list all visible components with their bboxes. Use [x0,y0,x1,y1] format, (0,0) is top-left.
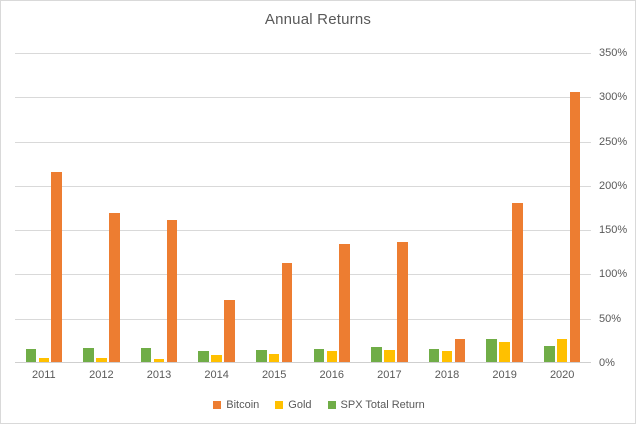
y-tick-label-250%: 250% [599,135,628,148]
bar-spx-total-return-2017[interactable] [371,346,382,362]
bar-gold-2014[interactable] [211,354,222,362]
legend-item-spx-total-return[interactable]: SPX Total Return [327,399,425,411]
bar-spx-total-return-2019[interactable] [486,338,497,362]
bar-bitcoin-2018[interactable] [454,338,466,362]
chart-title: Annual Returns [264,11,372,28]
gridline-50% [15,318,591,320]
y-tick-label-100%: 100% [599,268,628,281]
bar-bitcoin-2011[interactable] [51,171,62,362]
gridline-100% [15,274,591,276]
legend-swatch-icon [213,401,222,409]
x-axis: 2011 2012 2013 2014 2015 2016 2017 2018 2019 2020 [1,369,635,385]
x-tick-label-2015: 2015 [261,369,287,381]
bar-spx-total-return-2012[interactable] [83,347,94,362]
bar-spx-total-return-2020[interactable] [544,346,555,362]
x-tick-label-2013: 2013 [146,369,172,381]
x-tick-label-2017: 2017 [377,369,402,381]
legend-label: SPX Total Return [340,399,425,411]
x-tick-label-2012: 2012 [89,369,114,381]
bar-spx-total-return-2011[interactable] [25,348,37,362]
x-tick-label-2019: 2019 [492,369,517,381]
gridline-200% [15,185,591,187]
bar-spx-total-return-2013[interactable] [140,347,152,362]
plot-area [15,53,591,363]
x-tick-label-2014: 2014 [204,369,229,381]
gridline-350% [15,53,591,54]
bar-bitcoin-2019[interactable] [512,202,523,362]
x-tick-label-2016: 2016 [319,369,345,381]
gridline-250% [15,141,591,143]
y-tick-label-0%: 0% [599,357,615,369]
legend-label: Bitcoin [226,399,260,411]
bar-bitcoin-2017[interactable] [397,242,408,362]
x-axis-line [15,362,591,363]
x-tick-label-2018: 2018 [434,369,460,381]
y-tick-label-350%: 350% [599,47,628,59]
bar-gold-2019[interactable] [499,341,510,362]
y-tick-label-50%: 50% [599,312,622,325]
bar-gold-2020[interactable] [556,338,568,362]
bar-bitcoin-2012[interactable] [109,213,120,362]
legend-item-gold[interactable]: Gold [275,399,312,411]
bar-gold-2015[interactable] [268,354,280,362]
bar-bitcoin-2015[interactable] [281,262,293,362]
legend-swatch-icon [327,401,336,409]
y-tick-label-300%: 300% [599,91,628,104]
legend-item-bitcoin[interactable]: Bitcoin [213,399,259,411]
legend: Bitcoin Gold SPX Total Return [1,395,635,415]
y-axis: 0% 50% 100% 150% 200% 250% 300% 350% [599,1,635,423]
bar-bitcoin-2013[interactable] [166,220,178,362]
bar-bitcoin-2014[interactable] [224,300,235,362]
bar-spx-total-return-2014[interactable] [198,350,209,362]
bar-bitcoin-2020[interactable] [569,91,581,362]
bar-gold-2013[interactable] [153,359,165,362]
gridline-300% [15,97,591,99]
bar-gold-2018[interactable] [441,350,453,362]
y-tick-label-150%: 150% [599,224,628,237]
bar-gold-2011[interactable] [38,358,50,362]
bar-spx-total-return-2018[interactable] [428,348,440,362]
legend-label: Gold [288,399,312,411]
y-tick-label-200%: 200% [599,179,628,192]
bar-gold-2017[interactable] [384,349,395,362]
x-tick-label-2020: 2020 [549,369,575,381]
gridline-150% [15,230,591,232]
bar-gold-2012[interactable] [96,358,107,362]
bar-bitcoin-2016[interactable] [339,244,350,362]
legend-swatch-icon [275,401,284,409]
x-tick-label-2011: 2011 [31,369,56,381]
bar-spx-total-return-2016[interactable] [313,348,325,362]
bar-spx-total-return-2015[interactable] [256,349,267,362]
bar-gold-2016[interactable] [326,350,338,362]
